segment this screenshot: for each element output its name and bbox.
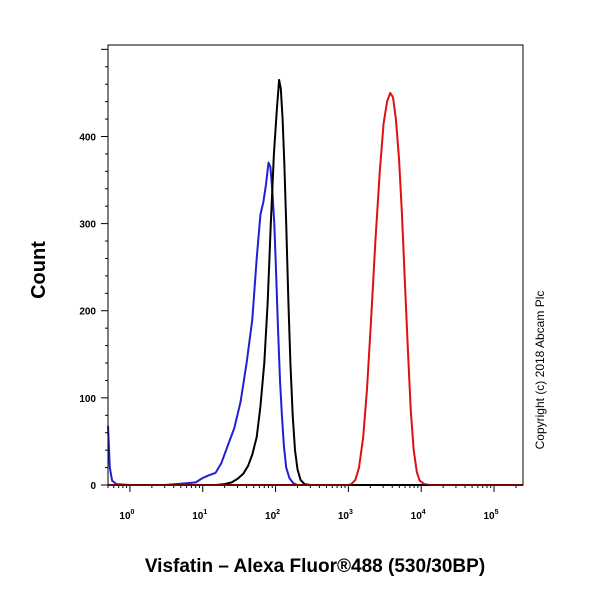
plot-frame [107,44,524,486]
y-tick-label: 300 [79,220,96,231]
series-lines [107,78,523,486]
y-axis-title: Count [28,241,50,299]
y-tick-label: 200 [79,307,96,318]
x-tick-label: 100 [119,509,134,522]
y-tick-label: 100 [79,394,96,405]
histogram-series-2 [108,91,523,486]
y-axis-ticks: 0 100 200 300 400 [79,48,108,492]
histogram-series-0 [107,161,523,486]
copyright-annotation: Copyright (c) 2018 Abcam Plc [533,291,547,450]
x-axis-title: Visfatin – Alexa Fluor®488 (530/30BP) [145,556,485,577]
x-tick-label: 103 [338,509,353,522]
x-tick-label: 101 [192,509,207,522]
y-tick-label: 400 [79,132,96,143]
x-tick-label: 102 [265,509,280,522]
y-tick-label: 0 [90,481,96,492]
histogram-series-1 [108,78,523,486]
x-axis-ticks: 100 101 102 103 104 105 [107,485,517,522]
x-tick-label: 104 [411,509,426,522]
x-tick-label: 105 [484,509,499,522]
